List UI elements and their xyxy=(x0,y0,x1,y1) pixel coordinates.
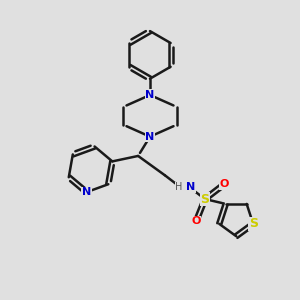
Text: O: O xyxy=(191,216,201,226)
Text: O: O xyxy=(220,179,229,189)
Text: S: S xyxy=(249,218,258,230)
Text: N: N xyxy=(82,187,91,197)
Text: H: H xyxy=(175,182,183,192)
Text: N: N xyxy=(146,90,154,100)
Text: S: S xyxy=(200,193,209,206)
Text: N: N xyxy=(186,182,196,192)
Text: N: N xyxy=(146,132,154,142)
